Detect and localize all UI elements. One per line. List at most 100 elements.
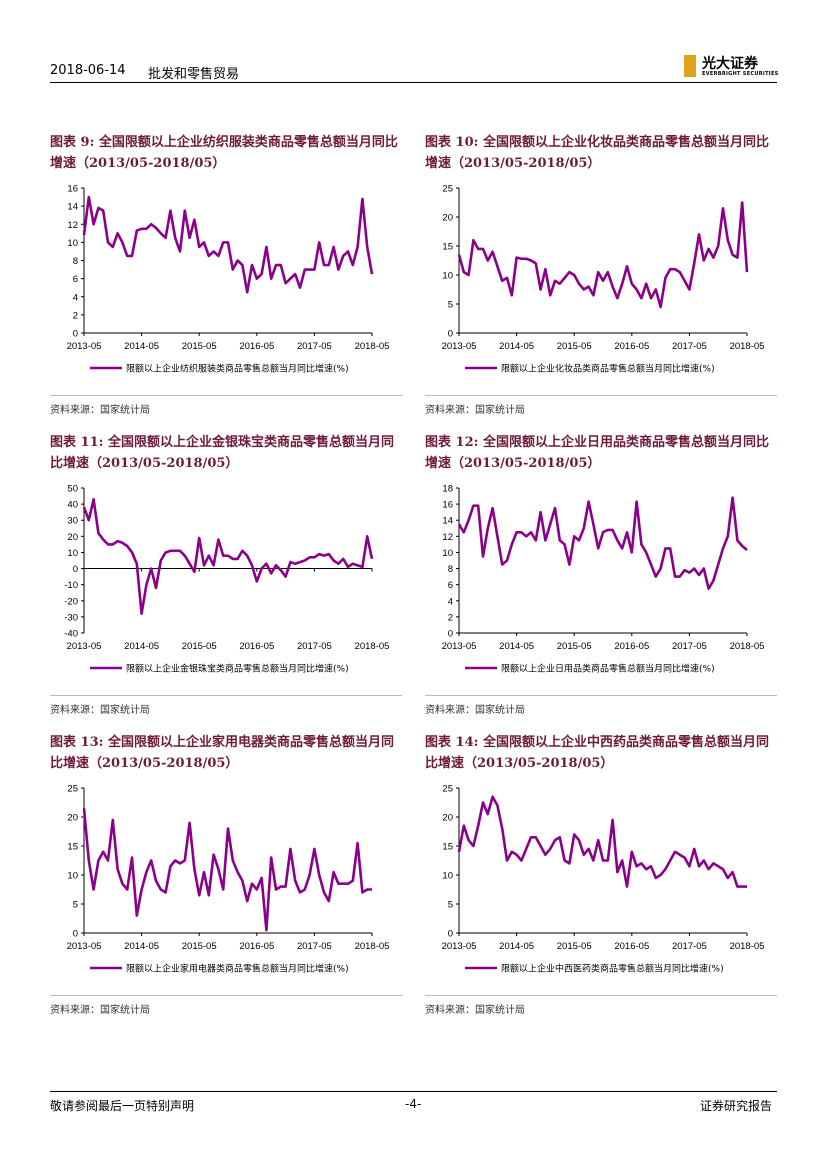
header-rule xyxy=(50,82,777,83)
x-tick-label: 2013-05 xyxy=(442,641,477,652)
chart-panel: 图表 9: 全国限额以上企业纺织服装类商品零售总额当月同比增速（2013/05-… xyxy=(50,132,402,416)
y-tick-label: 0 xyxy=(448,629,453,640)
x-tick-label: 2017-05 xyxy=(672,941,707,952)
x-tick-label: 2013-05 xyxy=(442,341,477,352)
x-tick-label: 2017-05 xyxy=(297,341,332,352)
series-line xyxy=(82,808,372,932)
chart-source: 资料来源：国家统计局 xyxy=(425,395,777,416)
x-tick-label: 2014-05 xyxy=(124,641,159,652)
y-tick-label: 16 xyxy=(67,184,78,195)
chart-title: 图表 11: 全国限额以上企业金银珠宝类商品零售总额当月同比增速（2013/05… xyxy=(50,435,394,471)
x-tick-label: 2015-05 xyxy=(557,341,592,352)
legend-label: 限额以上企业中西医药类商品零售总额当月同比增速(%) xyxy=(501,963,724,975)
y-tick-label: 0 xyxy=(448,329,453,340)
x-tick-label: 2016-05 xyxy=(239,341,274,352)
x-tick-label: 2013-05 xyxy=(67,641,102,652)
y-tick-label: 0 xyxy=(73,329,78,340)
y-tick-label: 15 xyxy=(442,842,453,853)
y-tick-label: 15 xyxy=(67,842,78,853)
x-tick-label: 2016-05 xyxy=(239,641,274,652)
chart-panel: 图表 10: 全国限额以上企业化妆品类商品零售总额当月同比增速（2013/05-… xyxy=(425,132,777,416)
y-tick-label: 5 xyxy=(448,900,453,911)
x-tick-label: 2018-05 xyxy=(730,341,765,352)
y-tick-label: 20 xyxy=(442,813,453,824)
y-tick-label: 20 xyxy=(442,213,453,224)
series-line xyxy=(457,496,748,590)
x-tick-label: 2014-05 xyxy=(499,641,534,652)
y-tick-label: 0 xyxy=(448,929,453,940)
x-tick-label: 2015-05 xyxy=(182,341,217,352)
chart-title: 图表 14: 全国限额以上企业中西药品类商品零售总额当月同比增速（2013/05… xyxy=(425,735,769,771)
chart-panel: 图表 11: 全国限额以上企业金银珠宝类商品零售总额当月同比增速（2013/05… xyxy=(50,432,402,716)
x-tick-label: 2014-05 xyxy=(499,341,534,352)
y-tick-label: 40 xyxy=(67,500,78,511)
x-tick-label: 2014-05 xyxy=(124,941,159,952)
x-tick-label: 2017-05 xyxy=(297,941,332,952)
y-tick-label: 10 xyxy=(67,238,78,249)
y-tick-label: 16 xyxy=(442,500,453,511)
x-tick-label: 2015-05 xyxy=(557,641,592,652)
chart: -40 -30 -20 -10 0 10 20 30 40 50 2013-05 2014-05 201… xyxy=(64,484,390,675)
chart-source: 资料来源：国家统计局 xyxy=(425,995,777,1016)
chart: 0 2 4 6 8 10 12 14 16 2013-05 2014-05 2015-05 2016-0… xyxy=(67,184,390,375)
x-tick-label: 2018-05 xyxy=(355,941,390,952)
x-tick-label: 2018-05 xyxy=(730,641,765,652)
x-tick-label: 2015-05 xyxy=(557,941,592,952)
chart-source: 资料来源：国家统计局 xyxy=(425,695,777,716)
logo-cn: 光大证券 xyxy=(702,56,758,72)
chart-source: 资料来源：国家统计局 xyxy=(50,995,402,1016)
chart: 0 5 10 15 20 25 2013-05 2014-05 2015-05 2016-05 20… xyxy=(67,784,390,975)
chart-title: 图表 12: 全国限额以上企业日用品类商品零售总额当月同比增速（2013/05-… xyxy=(425,435,769,471)
x-tick-label: 2017-05 xyxy=(672,641,707,652)
x-tick-label: 2018-05 xyxy=(355,341,390,352)
y-tick-label: 5 xyxy=(448,300,453,311)
chart-source: 资料来源：国家统计局 xyxy=(50,695,402,716)
footer-rule xyxy=(50,1091,777,1092)
logo-mark xyxy=(684,55,696,77)
chart-panel: 图表 13: 全国限额以上企业家用电器类商品零售总额当月同比增速（2013/05… xyxy=(50,732,402,1016)
legend-label: 限额以上企业化妆品类商品零售总额当月同比增速(%) xyxy=(501,363,715,375)
y-tick-label: -40 xyxy=(64,629,78,640)
x-tick-label: 2018-05 xyxy=(730,941,765,952)
y-tick-label: 0 xyxy=(73,929,78,940)
y-tick-label: 8 xyxy=(73,256,78,267)
chart: 0 5 10 15 20 25 2013-05 2014-05 2015-05 2016-05 20… xyxy=(442,184,765,375)
footer-type: 证券研究报告 xyxy=(700,1099,773,1113)
x-tick-label: 2017-05 xyxy=(672,341,707,352)
x-tick-label: 2016-05 xyxy=(614,341,649,352)
y-tick-label: 14 xyxy=(67,202,78,213)
report-date: 2018-06-14 xyxy=(50,63,126,78)
y-tick-label: 50 xyxy=(67,484,78,495)
x-tick-label: 2014-05 xyxy=(499,941,534,952)
legend-label: 限额以上企业金银珠宝类商品零售总额当月同比增速(%) xyxy=(126,663,349,675)
x-tick-label: 2018-05 xyxy=(355,641,390,652)
x-tick-label: 2016-05 xyxy=(239,941,274,952)
y-tick-label: 8 xyxy=(448,564,453,575)
y-tick-label: -30 xyxy=(64,612,78,623)
y-tick-label: 20 xyxy=(67,532,78,543)
chart-panel: 图表 14: 全国限额以上企业中西药品类商品零售总额当月同比增速（2013/05… xyxy=(425,732,777,1016)
y-tick-label: 20 xyxy=(67,813,78,824)
series-line xyxy=(82,195,374,294)
y-tick-label: 12 xyxy=(442,532,453,543)
y-tick-label: 25 xyxy=(442,784,453,795)
y-tick-label: 18 xyxy=(442,484,453,495)
y-tick-label: 4 xyxy=(73,292,78,303)
x-tick-label: 2013-05 xyxy=(442,941,477,952)
y-tick-label: 6 xyxy=(448,580,453,591)
chart-panel: 图表 12: 全国限额以上企业日用品类商品零售总额当月同比增速（2013/05-… xyxy=(425,432,777,716)
y-tick-label: 4 xyxy=(448,596,453,607)
y-tick-label: 0 xyxy=(73,564,78,575)
x-tick-label: 2015-05 xyxy=(182,941,217,952)
y-tick-label: -20 xyxy=(64,596,78,607)
y-tick-label: 10 xyxy=(442,871,453,882)
y-tick-label: 10 xyxy=(67,548,78,559)
chart-title: 图表 10: 全国限额以上企业化妆品类商品零售总额当月同比增速（2013/05-… xyxy=(425,135,769,171)
y-tick-label: 30 xyxy=(67,516,78,527)
y-tick-label: 15 xyxy=(442,242,453,253)
x-tick-label: 2013-05 xyxy=(67,341,102,352)
y-tick-label: -10 xyxy=(64,580,78,591)
y-tick-label: 10 xyxy=(67,871,78,882)
x-tick-label: 2013-05 xyxy=(67,941,102,952)
